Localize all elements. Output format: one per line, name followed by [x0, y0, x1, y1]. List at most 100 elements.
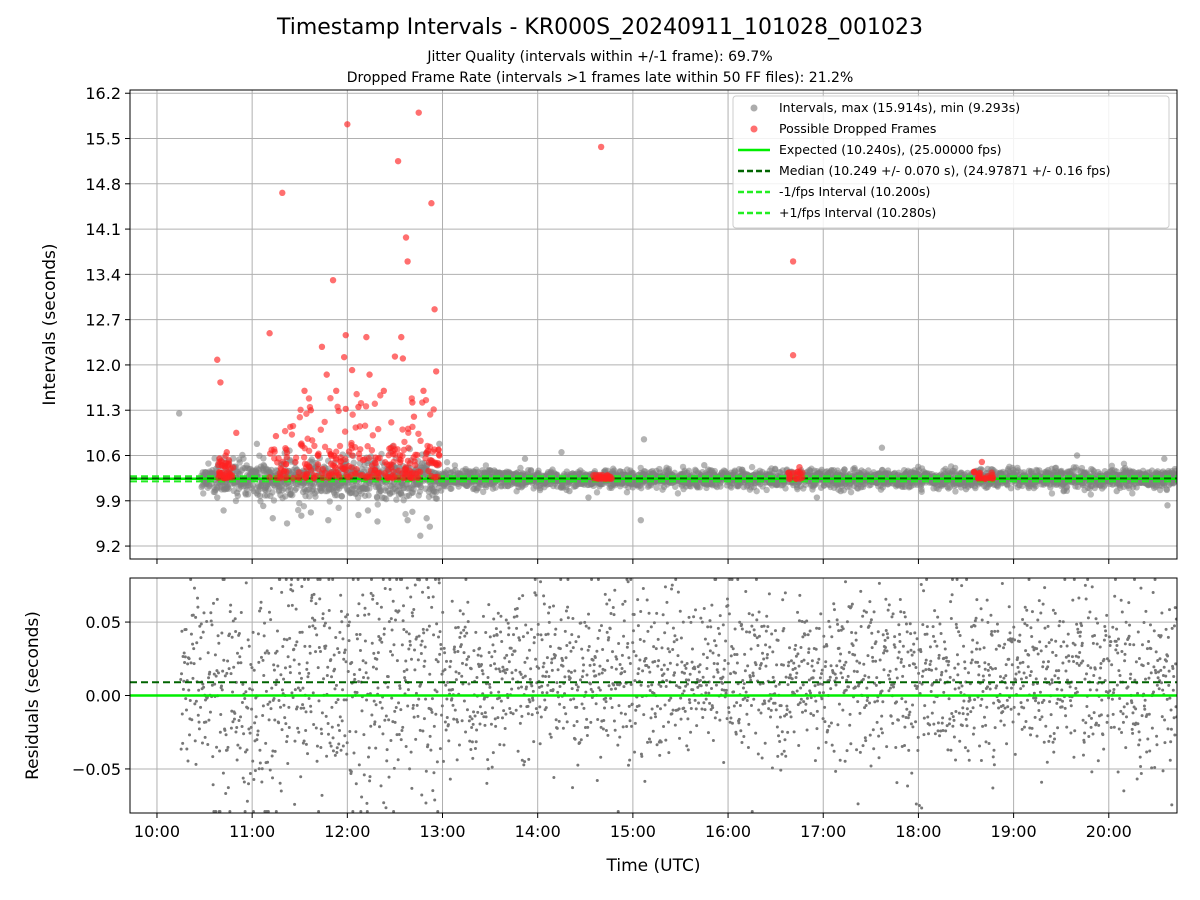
residual-point: [339, 609, 343, 613]
residual-point: [300, 630, 304, 634]
residual-point: [359, 810, 363, 813]
residual-point: [362, 733, 366, 737]
residual-point: [496, 611, 500, 615]
residual-point: [390, 696, 394, 700]
interval-point: [918, 488, 925, 495]
residual-point: [414, 737, 418, 741]
residual-point: [476, 710, 480, 714]
residual-point: [345, 752, 349, 756]
residual-point: [499, 614, 503, 618]
residual-point: [320, 793, 324, 797]
interval-point: [374, 501, 381, 508]
residual-point: [226, 786, 230, 790]
residual-point: [298, 630, 302, 634]
residual-point: [339, 748, 343, 752]
residual-point: [257, 767, 261, 771]
residual-point: [494, 667, 498, 671]
residual-point: [424, 769, 428, 773]
dropped-frame-point: [789, 352, 797, 359]
residual-point: [353, 677, 357, 681]
dropped-frame-point: [368, 473, 376, 480]
residual-point: [283, 666, 287, 670]
interval-point: [1113, 487, 1120, 495]
dropped-frame-point: [361, 422, 369, 429]
residual-point: [462, 699, 466, 703]
interval-point: [355, 511, 362, 519]
residual-point: [403, 678, 407, 682]
residual-point: [461, 612, 465, 616]
residual-point: [331, 749, 335, 753]
residual-point: [422, 631, 426, 635]
residual-point: [328, 626, 332, 630]
residual-point: [195, 641, 199, 645]
residual-point: [338, 728, 342, 732]
residual-point: [228, 610, 232, 614]
residual-point: [273, 718, 277, 722]
residual-point: [459, 643, 463, 647]
residual-point: [189, 661, 193, 665]
residual-point: [289, 583, 293, 587]
residual-point: [191, 613, 195, 617]
residual-point: [287, 705, 291, 709]
residual-point: [492, 662, 496, 666]
residual-point: [434, 658, 438, 662]
residual-point: [476, 653, 480, 657]
residual-point: [432, 771, 436, 775]
residual-point: [374, 703, 378, 707]
residual-point: [467, 682, 471, 686]
interval-point: [364, 507, 372, 514]
dropped-frame-point: [276, 470, 283, 477]
residual-point: [259, 606, 263, 610]
residual-point: [392, 643, 396, 647]
residual-point: [250, 688, 254, 692]
dropped-frame-point: [353, 465, 360, 473]
residual-point: [370, 578, 374, 581]
residual-point: [197, 688, 201, 692]
residual-point: [261, 658, 265, 662]
residual-point: [268, 700, 272, 704]
interval-point: [312, 493, 319, 500]
residual-point: [310, 596, 314, 600]
residual-point: [406, 704, 410, 708]
residual-point: [404, 745, 408, 749]
residual-point: [237, 632, 241, 636]
residual-point: [310, 616, 314, 620]
residual-point: [459, 631, 463, 635]
interval-point: [1087, 491, 1094, 498]
residual-point: [482, 715, 486, 719]
interval-point: [307, 509, 315, 516]
residual-point: [229, 603, 233, 607]
interval-point: [672, 483, 679, 490]
residual-point: [241, 776, 245, 780]
residual-point: [440, 704, 444, 708]
dropped-frame-point: [314, 465, 322, 473]
residual-point: [507, 633, 511, 637]
interval-point: [1007, 485, 1015, 492]
residual-point: [225, 748, 229, 752]
dropped-frame-point: [223, 473, 230, 480]
residual-point: [213, 682, 217, 686]
interval-point: [260, 502, 267, 510]
dropped-frame-point: [342, 331, 349, 339]
dropped-frame-point: [336, 442, 344, 450]
residual-point: [407, 647, 411, 651]
dropped-frame-point: [283, 446, 290, 453]
residual-point: [471, 756, 475, 760]
dropped-frame-point: [369, 432, 377, 439]
interval-point: [253, 440, 261, 448]
interval-point: [952, 488, 959, 495]
residual-point: [296, 578, 300, 581]
interval-point: [585, 494, 592, 501]
residual-point: [455, 718, 459, 722]
interval-point: [480, 488, 487, 496]
residual-point: [436, 810, 440, 813]
residual-point: [421, 627, 425, 631]
residual-point: [441, 759, 445, 763]
dropped-frame-point: [314, 451, 321, 459]
residual-point: [259, 600, 263, 604]
residual-point: [432, 724, 436, 728]
residual-point: [466, 600, 470, 604]
dropped-frame-point: [410, 454, 417, 461]
dropped-frame-point: [388, 419, 395, 426]
